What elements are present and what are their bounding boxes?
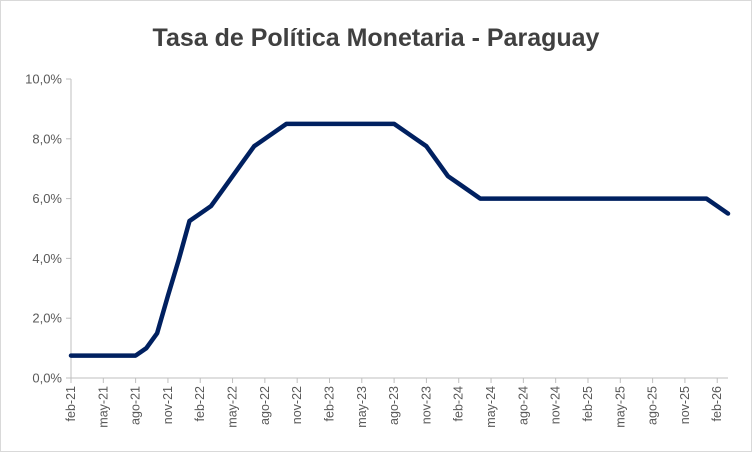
x-tick-label: ago-23 — [387, 386, 401, 425]
x-tick-label: feb-22 — [193, 386, 207, 421]
y-tick-label: 0,0% — [32, 371, 62, 386]
x-tick-label: may-23 — [355, 386, 369, 428]
x-tick-label: nov-25 — [678, 386, 692, 424]
x-tick-label: may-22 — [226, 386, 240, 428]
x-axis-ticks: feb-21 may-21 ago-21 nov-21 feb-22 may-22 ago-… — [64, 378, 724, 428]
x-tick-label: feb-25 — [581, 386, 595, 421]
series-line-tpm — [68, 121, 731, 358]
x-tick-label: ago-22 — [258, 386, 272, 425]
x-tick-label: feb-26 — [710, 386, 724, 421]
x-tick-label: feb-21 — [64, 386, 78, 421]
x-tick-label: may-24 — [484, 386, 498, 428]
y-tick-label: 2,0% — [32, 311, 62, 326]
y-tick-label: 10,0% — [25, 72, 62, 87]
x-tick-label: feb-24 — [452, 386, 466, 421]
x-tick-label: nov-21 — [161, 386, 175, 424]
y-axis-ticks: 0,0% 2,0% 4,0% 6,0% 8,0% 10,0% — [25, 72, 71, 386]
x-tick-label: nov-24 — [549, 386, 563, 424]
chart-title: Tasa de Política Monetaria - Paraguay — [153, 24, 600, 52]
x-tick-label: may-25 — [613, 386, 627, 428]
y-tick-label: 4,0% — [32, 251, 62, 266]
x-tick-label: feb-23 — [322, 386, 336, 421]
y-tick-label: 8,0% — [32, 131, 62, 146]
x-tick-label: ago-24 — [516, 386, 530, 425]
x-tick-label: may-21 — [96, 386, 110, 428]
x-tick-label: ago-21 — [129, 386, 143, 425]
x-tick-label: ago-25 — [646, 386, 660, 425]
x-tick-label: nov-22 — [290, 386, 304, 424]
x-tick-label: nov-23 — [419, 386, 433, 424]
y-tick-label: 6,0% — [32, 191, 62, 206]
